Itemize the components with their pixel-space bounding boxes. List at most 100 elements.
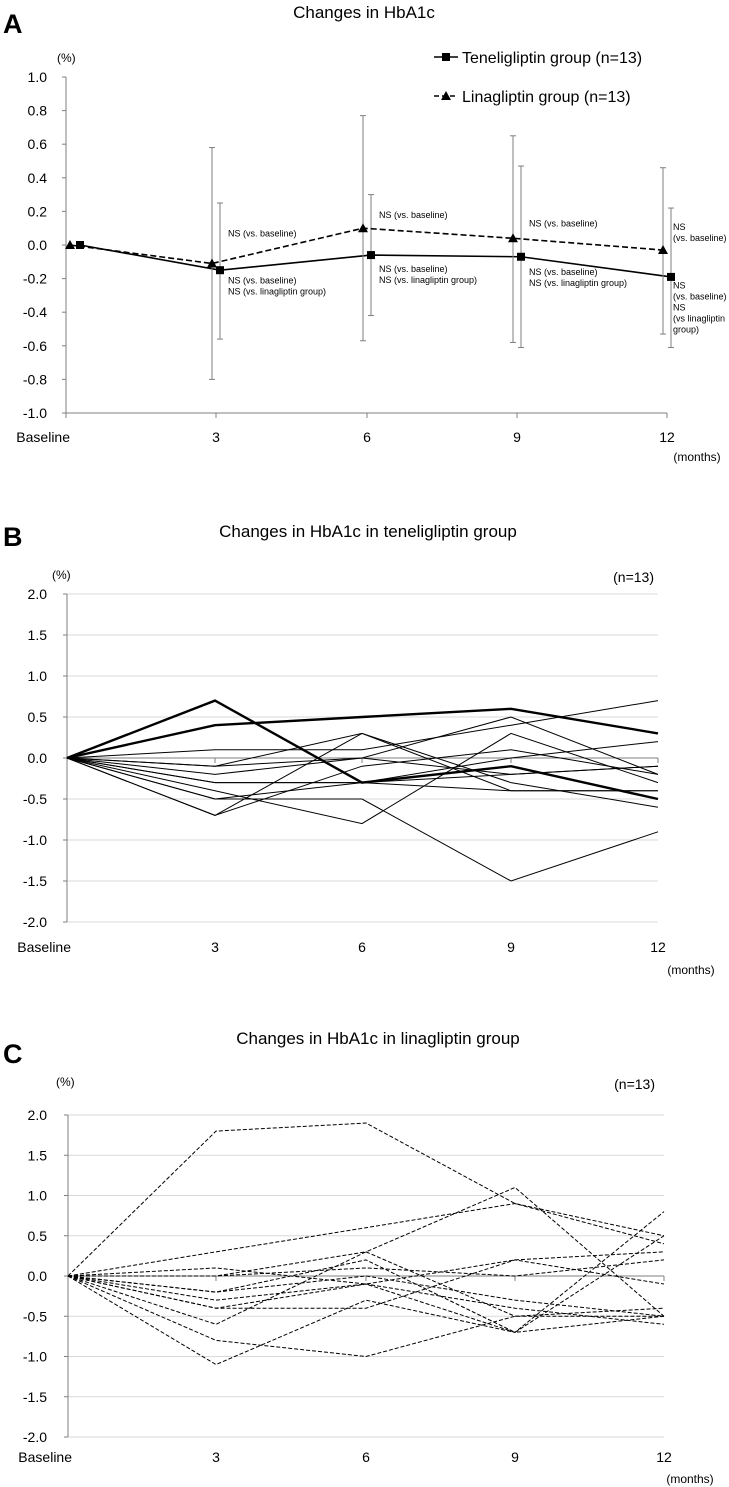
data-point-square — [517, 252, 525, 261]
patient-line — [66, 732, 659, 808]
x-axis-unit-label: (months) — [666, 1472, 713, 1486]
patient-line — [67, 1259, 665, 1309]
y-axis-unit-label: (%) — [56, 1075, 75, 1089]
panel-letter: C — [3, 1039, 23, 1069]
sample-size-label: (n=13) — [614, 1076, 655, 1092]
y-tick-label: 1.5 — [28, 1147, 48, 1163]
y-tick-label: 1.0 — [28, 668, 48, 684]
patient-line — [67, 1186, 665, 1325]
y-tick-label: 0.8 — [28, 103, 48, 119]
significance-annotation: NS (vs. linagliptin group) — [379, 275, 477, 285]
y-tick-label: 2.0 — [28, 1107, 48, 1123]
sample-size-label: (n=13) — [613, 569, 654, 585]
patient-line — [67, 1122, 665, 1277]
y-tick-label: -0.4 — [23, 304, 47, 320]
x-tick-label: Baseline — [17, 939, 71, 955]
patient-line — [68, 1251, 665, 1317]
significance-annotation: NS (vs. linagliptin group) — [228, 287, 326, 297]
y-tick-label: 1.0 — [28, 69, 48, 85]
patient-line — [66, 732, 658, 816]
patient-line — [68, 1259, 665, 1277]
y-tick-label: 0.5 — [28, 709, 48, 725]
significance-annotation: NS (vs. baseline) — [529, 267, 598, 277]
data-point-triangle — [358, 223, 368, 233]
legend-label: Teneligliptin group (n=13) — [462, 50, 642, 67]
legend-label: Linagliptin group (n=13) — [462, 89, 631, 106]
y-tick-label: -0.2 — [23, 271, 47, 287]
patient-line — [66, 732, 659, 825]
data-point-square — [667, 272, 675, 281]
y-tick-label: -1.5 — [23, 1389, 47, 1405]
data-point-triangle — [658, 245, 668, 255]
chart-title: Changes in HbA1c in linagliptin group — [236, 1029, 520, 1048]
x-tick-label: 3 — [212, 429, 220, 445]
legend-marker-triangle — [441, 91, 451, 100]
y-tick-label: -0.5 — [23, 1308, 47, 1324]
data-point-square — [76, 241, 84, 249]
significance-annotation: NS (vs. baseline) — [228, 229, 297, 239]
data-point-triangle — [65, 240, 75, 249]
x-axis-unit-label: (months) — [673, 450, 720, 464]
significance-annotation: NS (vs. baseline) — [379, 210, 448, 220]
y-tick-label: 0.0 — [28, 1268, 48, 1284]
x-tick-label: Baseline — [16, 429, 70, 445]
y-axis-unit-label: (%) — [57, 51, 76, 65]
x-tick-label: 12 — [659, 429, 675, 445]
significance-annotation: NS (vs. baseline) — [228, 276, 297, 286]
data-point-square — [367, 251, 375, 260]
y-tick-label: -1.5 — [23, 873, 47, 889]
significance-annotation: (vs. baseline) — [673, 292, 727, 302]
y-tick-label: 0.2 — [28, 203, 48, 219]
patient-line — [67, 1275, 665, 1317]
y-tick-label: -1.0 — [23, 832, 47, 848]
data-point-triangle — [508, 233, 518, 243]
y-tick-label: -2.0 — [23, 914, 47, 930]
x-tick-label: 3 — [211, 939, 219, 955]
y-tick-label: -1.0 — [23, 1349, 47, 1365]
y-tick-label: 1.5 — [28, 627, 48, 643]
significance-annotation: NS — [673, 222, 686, 232]
panel-letter: B — [3, 522, 23, 552]
x-tick-label: 12 — [650, 939, 666, 955]
chart-title: Changes in HbA1c — [293, 3, 435, 22]
y-tick-label: -1.0 — [23, 405, 47, 421]
y-tick-label: -0.6 — [23, 338, 47, 354]
patient-line — [66, 749, 659, 816]
y-tick-label: 0.6 — [28, 136, 48, 152]
significance-annotation: NS (vs. baseline) — [529, 219, 598, 229]
panel-letter: A — [3, 9, 23, 39]
series-line-linagliptin — [69, 227, 664, 265]
y-tick-label: 0.0 — [28, 237, 48, 253]
patient-line — [66, 700, 659, 759]
x-tick-label: 6 — [363, 429, 371, 445]
x-tick-label: 9 — [511, 1449, 519, 1465]
significance-annotation: group) — [673, 325, 699, 335]
y-tick-label: 0.4 — [28, 170, 48, 186]
patient-line — [66, 757, 659, 882]
x-tick-label: Baseline — [18, 1449, 72, 1465]
x-tick-label: 6 — [358, 939, 366, 955]
patient-line — [67, 1251, 665, 1285]
patient-line — [67, 1275, 665, 1325]
significance-annotation: NS — [673, 281, 686, 291]
y-axis-unit-label: (%) — [52, 568, 71, 582]
data-point-triangle — [207, 258, 217, 268]
x-tick-label: 3 — [212, 1449, 220, 1465]
data-point-square — [216, 266, 224, 275]
significance-annotation: NS (vs. linagliptin group) — [529, 278, 627, 288]
y-tick-label: -2.0 — [23, 1429, 47, 1445]
x-tick-label: 9 — [507, 939, 515, 955]
patient-line — [67, 1275, 664, 1358]
x-tick-label: 12 — [656, 1449, 672, 1465]
patient-line — [67, 1275, 665, 1333]
legend-marker-square — [442, 53, 450, 61]
chart-title: Changes in HbA1c in teneligliptin group — [219, 522, 517, 541]
patient-line — [67, 1203, 665, 1277]
patient-line — [67, 1211, 665, 1366]
x-tick-label: 9 — [513, 429, 521, 445]
patient-line — [66, 716, 659, 775]
y-tick-label: 0.0 — [28, 750, 48, 766]
y-tick-label: 2.0 — [28, 586, 48, 602]
significance-annotation: (vs linagliptin — [673, 314, 725, 324]
